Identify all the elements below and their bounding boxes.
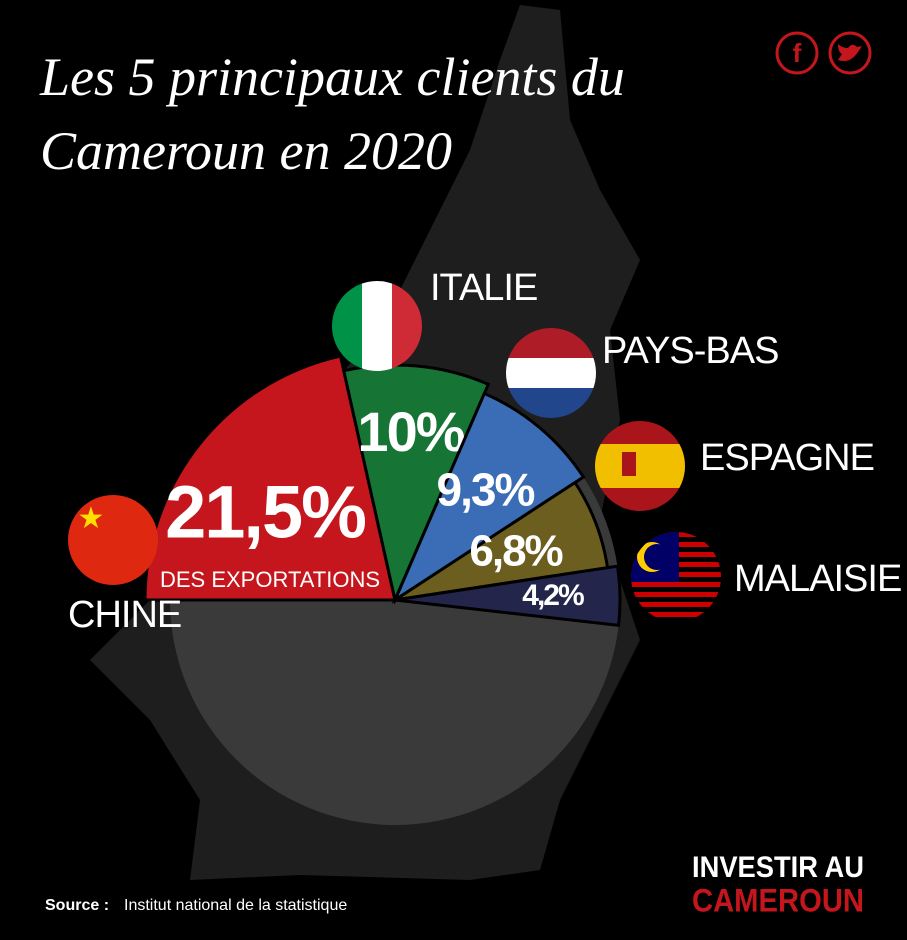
value-label: 21,5% [165, 471, 365, 554]
flag-part [595, 444, 685, 488]
chart-title: Les 5 principaux clients du Cameroun en … [40, 47, 625, 181]
flag-moon-cut [644, 544, 670, 570]
value-label: 9,3% [437, 464, 535, 516]
flag-part [506, 358, 596, 388]
facebook-glyph: f [793, 38, 802, 68]
country-label: CHINE [68, 594, 181, 636]
flag-part [631, 612, 721, 617]
pie-slice [341, 363, 491, 605]
annotation: DES EXPORTATIONS [160, 567, 380, 592]
twitter-icon[interactable] [828, 31, 872, 75]
value-label: 6,8% [469, 527, 562, 576]
flag [506, 328, 596, 418]
country-label: MALAISIE [734, 558, 901, 600]
flag-part [631, 582, 721, 587]
flag-part [631, 592, 721, 597]
country-label: ESPAGNE [700, 437, 874, 479]
facebook-icon[interactable] [775, 31, 819, 75]
logo-line1: INVESTIR AU [692, 851, 864, 884]
flag-part [631, 602, 721, 607]
flag: ★ [68, 495, 158, 585]
country-label: PAYS-BAS [602, 330, 778, 372]
logo-line2: CAMEROUN [692, 882, 864, 918]
value-label: 4,2% [522, 579, 584, 612]
social-icons: f [775, 31, 872, 75]
flag-part [362, 281, 392, 371]
pie-slice [394, 564, 622, 628]
flag-part [622, 452, 636, 476]
flag [595, 421, 685, 511]
flag-star: ★ [78, 502, 105, 535]
flag [332, 281, 422, 371]
twitter-glyph [838, 44, 862, 61]
value-label: 10% [357, 400, 464, 463]
source-label: Source : [45, 897, 109, 914]
country-label: ITALIE [430, 267, 537, 309]
source-text: Institut national de la statistique [124, 897, 347, 914]
pie-slice [391, 391, 586, 604]
flag-part [68, 495, 158, 585]
logo-box [688, 852, 868, 922]
